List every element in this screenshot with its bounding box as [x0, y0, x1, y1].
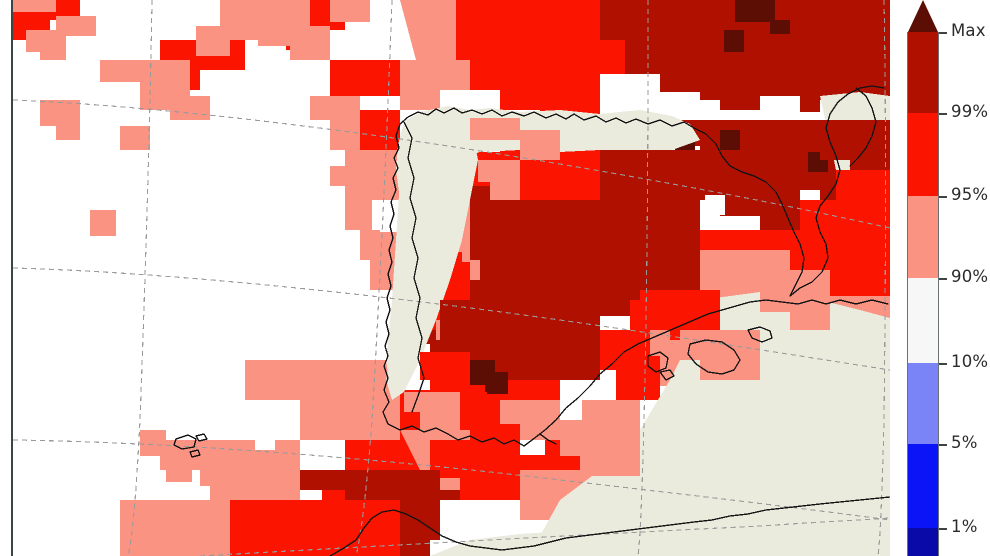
map-axes: [11, 0, 890, 556]
map-panel: [11, 0, 890, 556]
colorbar-label-95: 95%: [951, 185, 989, 204]
colorbar-panel: Max 99% 95% 90% 10% 5% 1%: [890, 0, 990, 556]
colorbar-label-99: 99%: [951, 102, 989, 121]
colorbar-segment-95-99: [908, 113, 938, 196]
colorbar-label-10: 10%: [951, 352, 989, 371]
colorbar-body: [907, 32, 939, 556]
colorbar-segment-90-95: [908, 196, 938, 278]
colorbar-tick-99: [939, 113, 947, 115]
gridlines: [13, 0, 890, 556]
colorbar-tick-90: [939, 278, 947, 280]
colorbar-tick-max: [939, 32, 947, 34]
colorbar-segment-above-99: [908, 32, 938, 113]
colorbar-segment-below-1: [908, 528, 938, 556]
colorbar-label-5: 5%: [951, 433, 978, 452]
axis-spine-left: [11, 0, 13, 556]
colorbar-tick-1: [939, 528, 947, 530]
colorbar-label-max: Max: [951, 21, 986, 40]
colorbar: Max 99% 95% 90% 10% 5% 1%: [907, 0, 988, 556]
land-mask: [386, 92, 890, 556]
colorbar-segment-1-5: [908, 444, 938, 528]
map-raster: [13, 0, 890, 556]
colorbar-segment-10-90: [908, 278, 938, 363]
colorbar-tick-10: [939, 363, 947, 365]
colorbar-label-90: 90%: [951, 267, 989, 286]
coastlines: [173, 85, 890, 556]
colorbar-tick-5: [939, 444, 947, 446]
colorbar-label-1: 1%: [951, 517, 978, 536]
colorbar-extend-arrow-icon: [908, 0, 938, 32]
colorbar-tick-95: [939, 196, 947, 198]
colorbar-segment-5-10: [908, 363, 938, 444]
